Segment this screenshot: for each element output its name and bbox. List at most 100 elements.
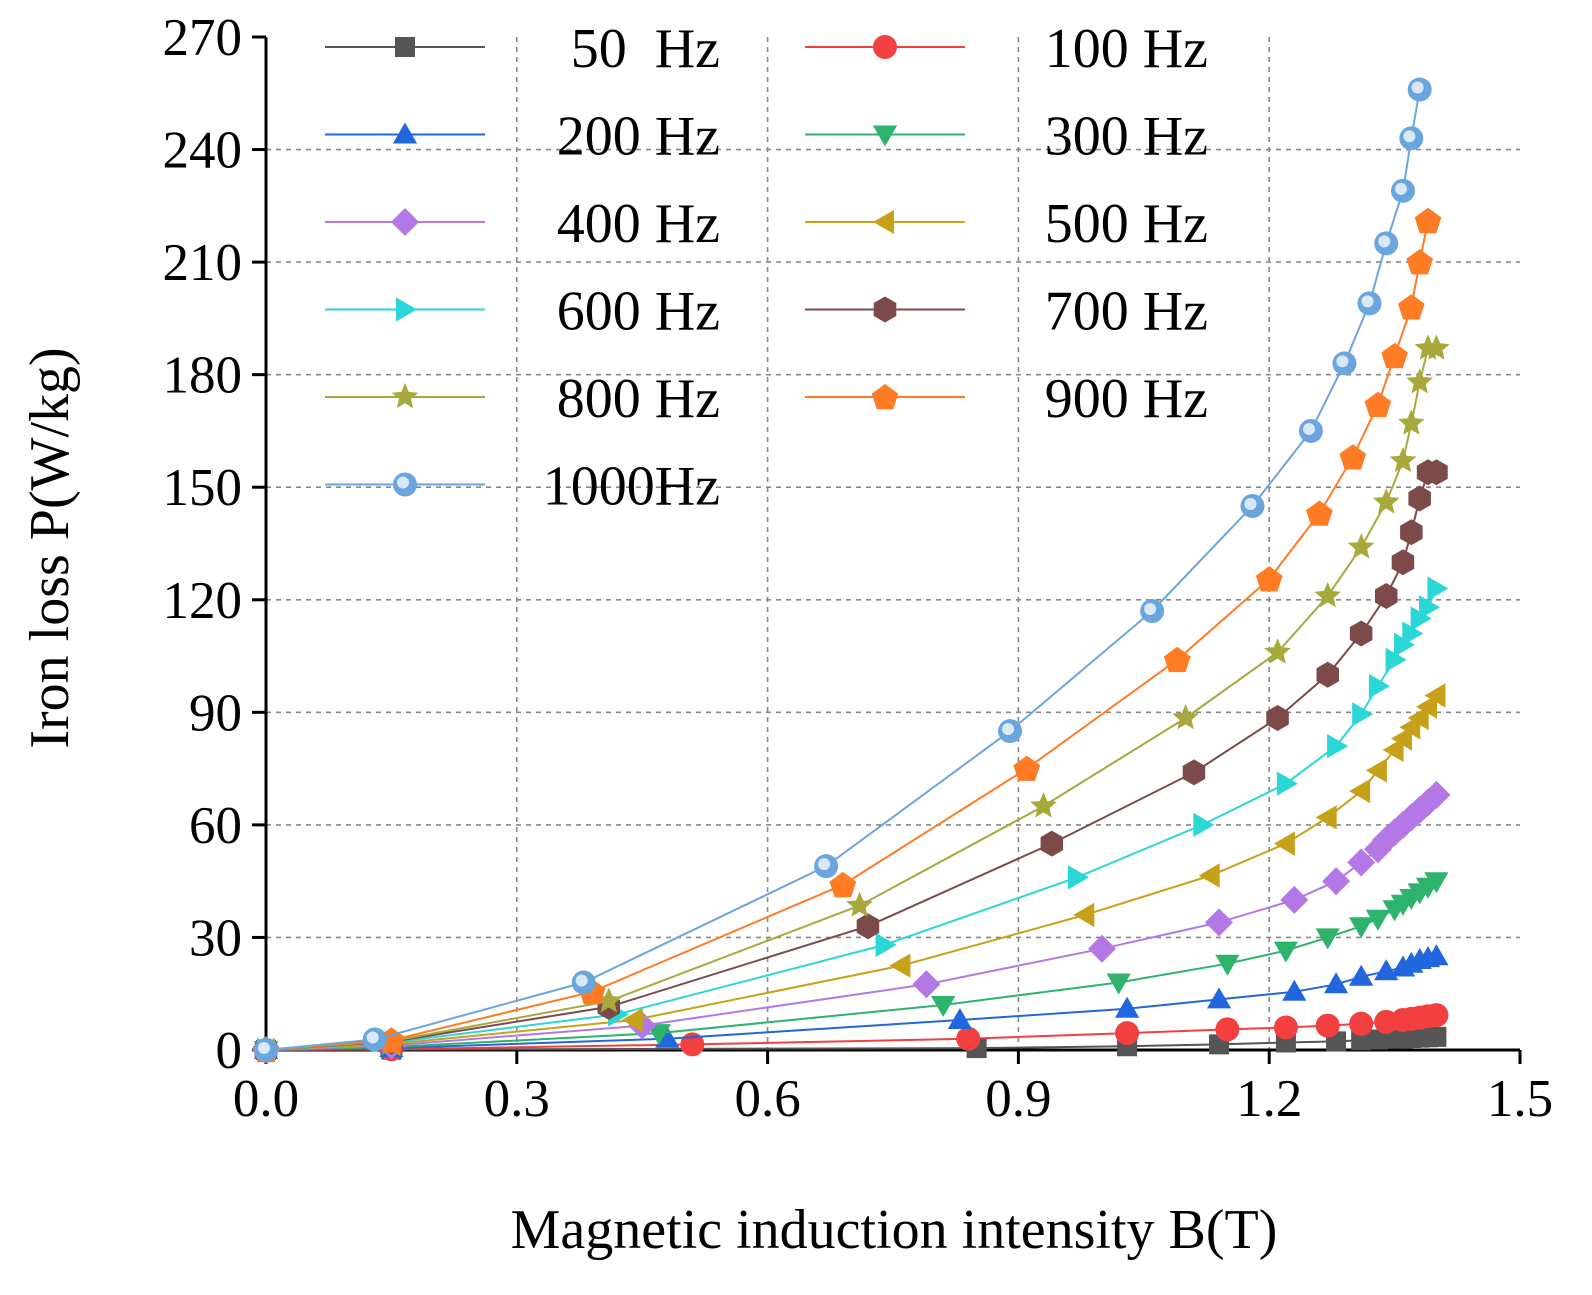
data-point: [621, 1007, 643, 1033]
y-tick-label: 270: [163, 9, 243, 67]
grid: [266, 37, 1520, 1050]
data-point: [1394, 632, 1415, 657]
x-tick-label: 0.0: [233, 1070, 299, 1128]
legend-label: 600 Hz: [557, 281, 720, 343]
data-point: [1349, 964, 1374, 986]
series-layer: [252, 77, 1451, 1064]
data-point: [1364, 391, 1392, 417]
y-tick-label: 210: [163, 234, 243, 292]
data-point: [889, 953, 911, 978]
y-axis-title: Iron loss P(W/kg): [19, 347, 81, 748]
series-line: [265, 880, 1437, 1051]
data-point: [1013, 755, 1041, 781]
data-point: [1073, 902, 1095, 928]
legend-marker: [395, 37, 415, 57]
data-point-highlight: [258, 1042, 270, 1054]
data-point: [1306, 500, 1333, 526]
data-point: [931, 996, 956, 1017]
series-line: [265, 694, 1438, 1051]
data-point-highlight: [1403, 130, 1416, 143]
legend-label: 100 Hz: [1045, 18, 1208, 80]
data-point: [1115, 996, 1140, 1018]
data-point: [1391, 549, 1415, 576]
data-point: [1368, 673, 1390, 699]
data-point: [1315, 1013, 1340, 1038]
data-point: [1408, 485, 1431, 512]
data-point: [1215, 1017, 1240, 1042]
legend-marker: [391, 208, 419, 236]
data-point-highlight: [1303, 422, 1315, 435]
data-point: [1372, 488, 1400, 514]
series-line: [265, 220, 1429, 1051]
data-point: [1367, 1029, 1388, 1050]
data-point: [956, 1026, 981, 1051]
data-point: [1347, 848, 1376, 877]
legend-marker: [873, 209, 894, 235]
legend-label: 400 Hz: [557, 193, 720, 255]
data-point: [655, 1026, 680, 1048]
x-tick-label: 1.5: [1487, 1070, 1553, 1128]
data-point: [1316, 661, 1339, 688]
legend-label: 200 Hz: [557, 106, 720, 168]
series-4: [252, 780, 1451, 1064]
y-tick-label: 90: [189, 684, 242, 742]
data-point: [1406, 249, 1433, 275]
legend-marker: [873, 35, 897, 59]
data-point: [1389, 447, 1417, 473]
data-point: [1349, 779, 1371, 804]
data-point: [1198, 863, 1220, 888]
data-point: [1282, 979, 1307, 1001]
data-point: [1347, 533, 1375, 559]
series-line: [265, 347, 1437, 1051]
data-point: [1351, 1030, 1372, 1051]
legend-item: 100 Hz: [805, 18, 1208, 80]
data-point: [1365, 758, 1387, 783]
legend-marker: [872, 125, 898, 147]
series-9: [252, 207, 1442, 1063]
data-point: [1414, 207, 1442, 234]
data-point-highlight: [1361, 295, 1374, 308]
series-line: [265, 471, 1437, 1051]
data-point: [1424, 872, 1449, 894]
legend-item: 400 Hz: [325, 193, 720, 255]
legend: 50 Hz 100 Hz 200 Hz 300 Hz 400 Hz 500 Hz 600 H…: [325, 18, 1208, 518]
tick-labels: 0.0 0.3 0.6 0.9 1.2 1.5 0 30 60 90 120 150 180 210 240…: [163, 9, 1554, 1128]
legend-label: 50 Hz: [571, 18, 720, 80]
data-point: [1215, 954, 1240, 976]
data-point-highlight: [1144, 603, 1157, 616]
data-point: [856, 913, 880, 940]
data-point: [947, 1008, 972, 1029]
data-point-highlight: [1336, 355, 1349, 368]
data-point: [1398, 409, 1425, 435]
data-point: [1423, 334, 1450, 360]
data-point: [1375, 583, 1398, 609]
data-point: [1422, 780, 1451, 809]
data-point: [1115, 1021, 1140, 1046]
legend-marker: [396, 297, 417, 322]
data-point: [1193, 812, 1215, 837]
legend-item: 600 Hz: [325, 281, 720, 343]
y-tick-label: 30: [189, 909, 242, 967]
y-tick-label: 150: [163, 459, 243, 517]
data-point: [1266, 705, 1289, 731]
data-point-highlight: [1411, 81, 1424, 94]
legend-marker: [392, 122, 418, 144]
data-point: [1106, 973, 1131, 995]
legend-item: 800 Hz: [325, 368, 720, 430]
x-axis-title: Magnetic induction intensity B(T): [511, 1199, 1278, 1261]
data-point: [1264, 638, 1291, 664]
data-point: [1273, 1015, 1298, 1040]
legend-item: 500 Hz: [805, 193, 1208, 255]
data-point: [846, 891, 873, 917]
y-tick-label: 0: [216, 1022, 243, 1080]
data-point: [1349, 1011, 1374, 1036]
data-point: [1280, 885, 1309, 914]
series-line: [265, 588, 1438, 1051]
legend-item: 50 Hz: [325, 18, 720, 80]
legend-item: 1000Hz: [325, 456, 720, 518]
series-8: [252, 334, 1450, 1062]
legend-item: 700 Hz: [805, 281, 1208, 343]
data-point: [875, 932, 897, 958]
data-point: [1424, 1003, 1449, 1028]
